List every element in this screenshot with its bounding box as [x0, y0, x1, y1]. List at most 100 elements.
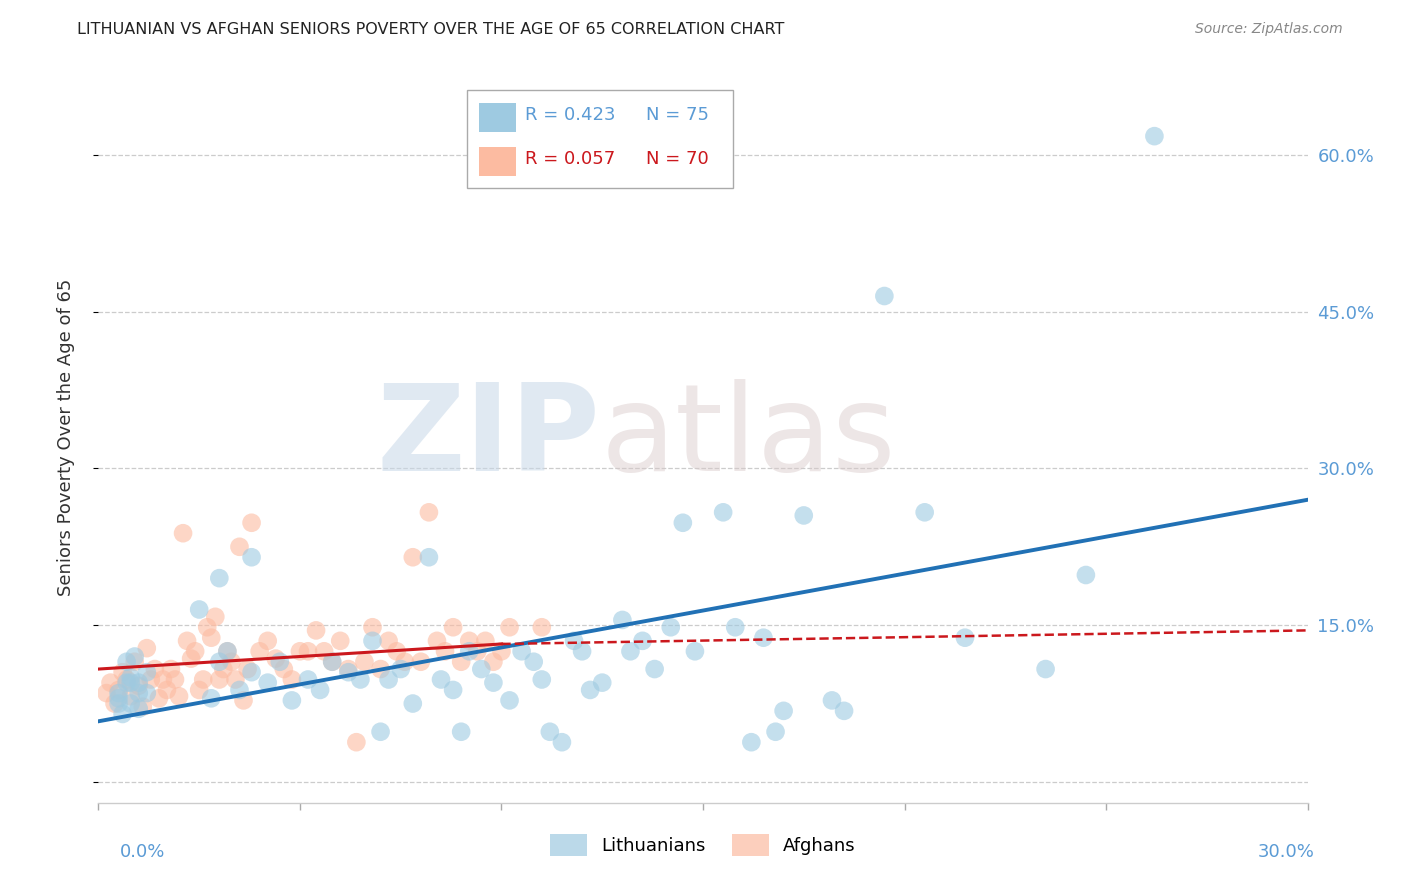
Point	[914, 505, 936, 519]
Point	[297, 673, 319, 687]
Text: ZIP: ZIP	[377, 378, 600, 496]
Point	[305, 624, 328, 638]
Point	[115, 673, 138, 687]
Point	[418, 505, 440, 519]
Point	[208, 655, 231, 669]
Point	[821, 693, 844, 707]
Point	[510, 644, 533, 658]
Text: R = 0.423: R = 0.423	[526, 106, 616, 124]
Point	[111, 706, 134, 721]
Point	[208, 673, 231, 687]
Point	[135, 686, 157, 700]
Point	[163, 673, 186, 687]
Point	[377, 673, 399, 687]
Point	[361, 620, 384, 634]
Point	[724, 620, 747, 634]
Point	[441, 682, 464, 697]
Point	[228, 540, 250, 554]
Point	[240, 665, 263, 680]
Point	[337, 665, 360, 680]
Point	[619, 644, 641, 658]
Point	[128, 702, 150, 716]
Point	[612, 613, 634, 627]
Point	[329, 633, 352, 648]
Point	[256, 675, 278, 690]
Point	[188, 602, 211, 616]
Point	[107, 682, 129, 697]
Point	[1143, 129, 1166, 144]
Point	[297, 644, 319, 658]
Point	[281, 693, 304, 707]
Point	[631, 633, 654, 648]
Point	[337, 662, 360, 676]
Point	[530, 673, 553, 687]
Point	[571, 644, 593, 658]
Point	[740, 735, 762, 749]
Point	[370, 724, 392, 739]
Point	[344, 735, 367, 749]
Point	[156, 682, 179, 697]
Point	[389, 662, 412, 676]
Point	[124, 655, 146, 669]
Point	[128, 679, 150, 693]
Point	[288, 644, 311, 658]
Point	[120, 690, 142, 704]
Point	[217, 644, 239, 658]
Point	[100, 675, 122, 690]
Text: N = 70: N = 70	[647, 150, 709, 168]
Point	[482, 675, 505, 690]
Point	[264, 651, 287, 665]
Point	[394, 655, 416, 669]
Point	[269, 655, 291, 669]
Point	[482, 655, 505, 669]
Point	[591, 675, 613, 690]
Point	[281, 673, 304, 687]
Point	[107, 691, 129, 706]
Point	[176, 633, 198, 648]
Point	[551, 735, 574, 749]
Point	[441, 620, 464, 634]
Point	[465, 644, 488, 658]
Point	[953, 631, 976, 645]
Point	[172, 526, 194, 541]
Point	[107, 697, 129, 711]
Point	[361, 633, 384, 648]
Point	[128, 686, 150, 700]
Text: 0.0%: 0.0%	[120, 843, 165, 861]
Point	[224, 673, 246, 687]
Point	[249, 644, 271, 658]
Point	[115, 675, 138, 690]
Point	[256, 633, 278, 648]
Point	[765, 724, 787, 739]
Point	[579, 682, 602, 697]
Point	[314, 644, 336, 658]
Point	[135, 641, 157, 656]
Point	[752, 631, 775, 645]
Point	[212, 662, 235, 676]
Point	[124, 649, 146, 664]
Point	[530, 620, 553, 634]
Point	[672, 516, 695, 530]
Text: atlas: atlas	[600, 378, 896, 496]
Point	[409, 655, 432, 669]
Point	[240, 550, 263, 565]
Point	[683, 644, 706, 658]
Point	[217, 644, 239, 658]
Point	[180, 651, 202, 665]
Point	[370, 662, 392, 676]
Text: 30.0%: 30.0%	[1258, 843, 1315, 861]
Point	[240, 516, 263, 530]
Point	[793, 508, 815, 523]
Text: N = 75: N = 75	[647, 106, 709, 124]
Point	[426, 633, 449, 648]
Point	[115, 655, 138, 669]
Y-axis label: Seniors Poverty Over the Age of 65: Seniors Poverty Over the Age of 65	[56, 278, 75, 596]
Point	[193, 673, 215, 687]
Point	[349, 673, 371, 687]
Point	[228, 682, 250, 697]
Point	[402, 550, 425, 565]
Point	[195, 620, 218, 634]
Point	[236, 662, 259, 676]
Point	[402, 697, 425, 711]
Point	[188, 682, 211, 697]
